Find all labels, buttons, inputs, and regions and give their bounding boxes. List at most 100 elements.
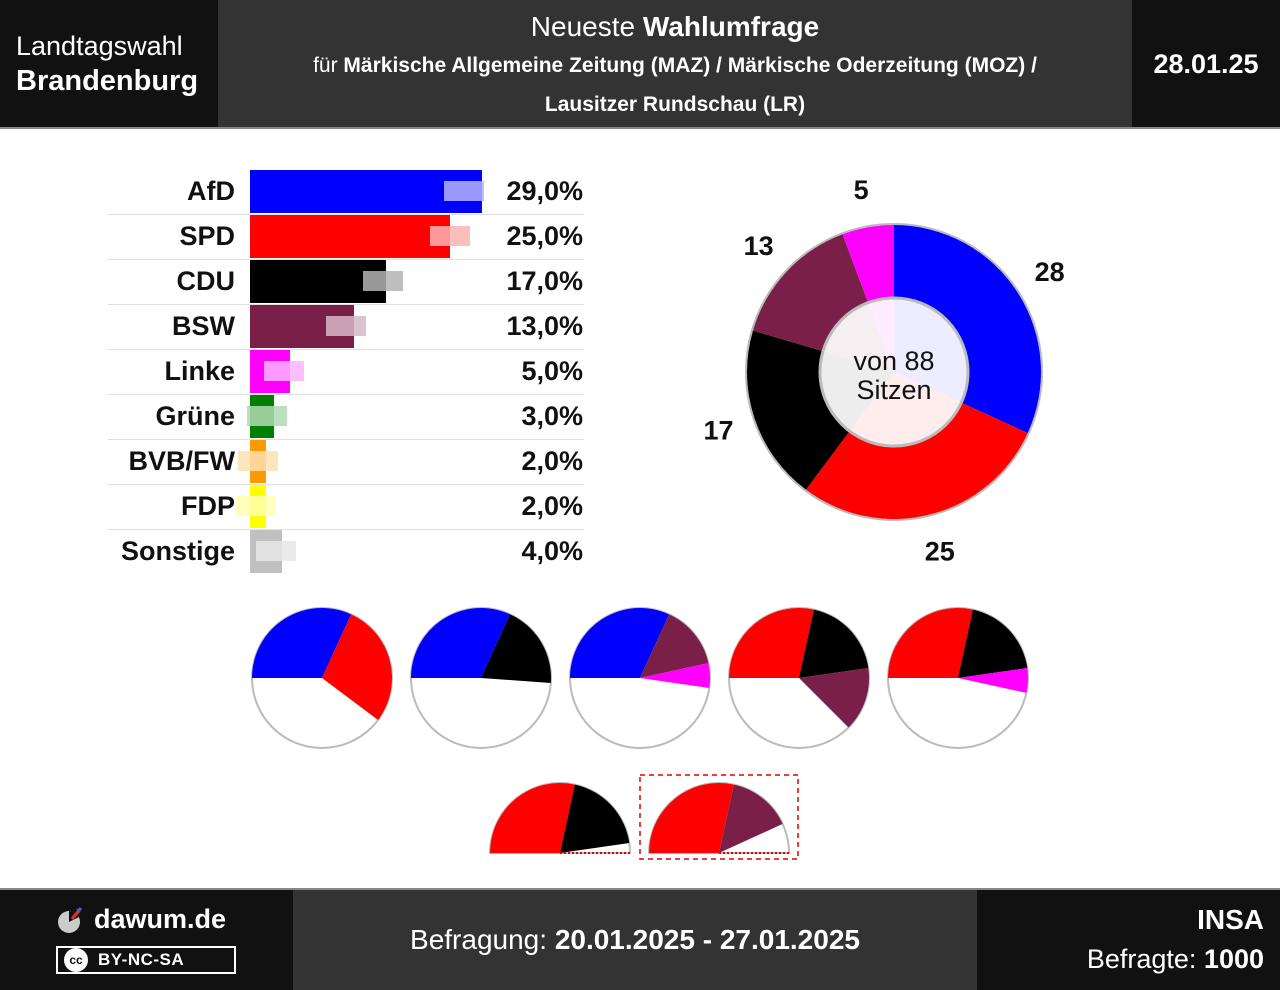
previous-marker-linke [264,361,305,381]
coalition-slice-spd [649,783,734,853]
row-separator [108,484,584,485]
survey-info: INSA Befragte: 1000 [977,890,1280,990]
previous-marker-fdp [235,496,276,516]
subtitle-clients: Märkische Allgemeine Zeitung (MAZ) / Mär… [343,54,1037,77]
bar-spd [250,215,450,258]
footer-branding: dawum.de cc BY-NC-SA [0,890,293,990]
subtitle-line2: Lausitzer Rundschau (LR) [544,93,806,116]
value-label-spd: 25,0% [506,221,583,251]
coalition-pie-spd-cdu-bsw [728,607,870,749]
license-text: BY-NC-SA [98,950,185,969]
coalition-half-spd-bsw [639,774,799,860]
coalition-slice-cdu [481,614,552,683]
seat-label-linke: 5 [854,175,869,205]
coalition-slice-spd [888,608,973,678]
site-name: dawum.de [94,904,227,934]
institute-name: INSA [1197,904,1264,935]
donut-center-line1: von 88 [853,346,934,376]
party-label-fdp: FDP [181,491,235,521]
value-label-bsw: 13,0% [506,311,583,341]
subtitle-prefix: für [313,54,344,77]
row-separator [108,394,584,395]
header-divider [0,127,1280,129]
site-logo[interactable]: dawum.de [56,904,226,935]
title-bold: Wahlumfrage [642,11,820,42]
donut-outline [745,223,1043,521]
coalition-slice-bsw [799,668,869,728]
footer-divider [0,888,1280,890]
coalition-slice-linke [640,663,710,688]
bar-afd [250,170,482,213]
survey-period: Befragung: 20.01.2025 - 27.01.2025 [293,890,977,990]
cc-icon: cc [64,948,88,972]
donut-slice-spd [805,372,1028,519]
footer: dawum.de cc BY-NC-SA Befragung: 20.01.20… [0,888,1280,990]
party-label-bsw: BSW [172,311,235,341]
value-label-linke: 5,0% [521,356,583,386]
row-separator [108,214,584,215]
highlight-frame [639,774,799,860]
seat-label-bsw: 13 [744,231,774,261]
dawum-logo-icon [58,906,83,933]
respondents-label: Befragte: [1086,944,1204,974]
value-label-fdp: 2,0% [521,491,583,521]
coalition-slice-spd [729,608,814,678]
row-separator [108,304,584,305]
coalition-slice-afd [570,608,670,678]
previous-marker-bsw [326,316,366,336]
header-region: Landtagswahl Brandenburg [0,0,218,128]
subtitle: für Märkische Allgemeine Zeitung (MAZ) /… [218,54,1132,78]
previous-marker-bvb-fw [238,451,278,471]
coalition-slice-cdu [958,609,1028,678]
publish-date: 28.01.25 [1132,0,1280,128]
value-label-bvb-fw: 2,0% [521,446,583,476]
coalition-half-spd-cdu [488,782,632,854]
coalition-slice-bsw [719,784,783,853]
value-label-sonstige: 4,0% [521,536,583,566]
party-label-afd: AfD [187,176,235,206]
coalition-pie-spd-cdu-linke [887,607,1029,749]
coalition-pie-afd-cdu [410,607,552,749]
title-normal: Neueste [530,11,643,42]
party-label-linke: Linke [164,356,235,386]
value-label-cdu: 17,0% [506,266,583,296]
row-separator [108,349,584,350]
coalition-slice-afd [411,608,511,678]
license-badge[interactable]: cc BY-NC-SA [56,946,236,974]
region-name: Brandenburg [16,65,199,97]
party-label-spd: SPD [179,221,235,251]
coalition-slice-cdu [560,784,630,853]
seat-label-spd: 25 [925,536,955,566]
previous-marker-cdu [362,271,403,291]
party-label-bvb-fw: BVB/FW [128,446,235,476]
previous-marker-gruene [246,406,287,426]
period-value: 20.01.2025 - 27.01.2025 [554,924,860,955]
header-title-block: Neueste Wahlumfrage für Märkische Allgem… [218,0,1132,128]
coalition-slice-linke [958,668,1028,693]
party-label-cdu: CDU [176,266,236,296]
coalition-charts [251,607,1029,860]
row-separator [108,259,584,260]
row-separator [108,439,584,440]
seat-label-cdu: 17 [703,415,733,445]
page-title: Neueste Wahlumfrage [218,11,1132,43]
previous-marker-sonstige [256,541,297,561]
value-label-gruene: 3,0% [521,401,583,431]
value-label-afd: 29,0% [506,176,583,206]
coalition-slice-cdu [799,609,869,678]
election-type: Landtagswahl [16,31,183,61]
seat-label-afd: 28 [1035,257,1065,287]
respondents-value: 1000 [1203,944,1264,974]
donut-center-line2: Sitzen [856,375,931,405]
header: Landtagswahl Brandenburg Neueste Wahlumf… [0,0,1280,129]
previous-marker-spd [430,226,470,246]
period-label: Befragung: [410,924,555,955]
row-separator [108,529,584,530]
coalition-slice-bsw [640,614,709,678]
coalition-slice-afd [252,608,352,678]
donut-center [818,296,970,448]
party-label-sonstige: Sonstige [120,536,235,566]
party-label-gruene: Grüne [155,401,235,431]
coalition-slice-spd [490,783,575,853]
